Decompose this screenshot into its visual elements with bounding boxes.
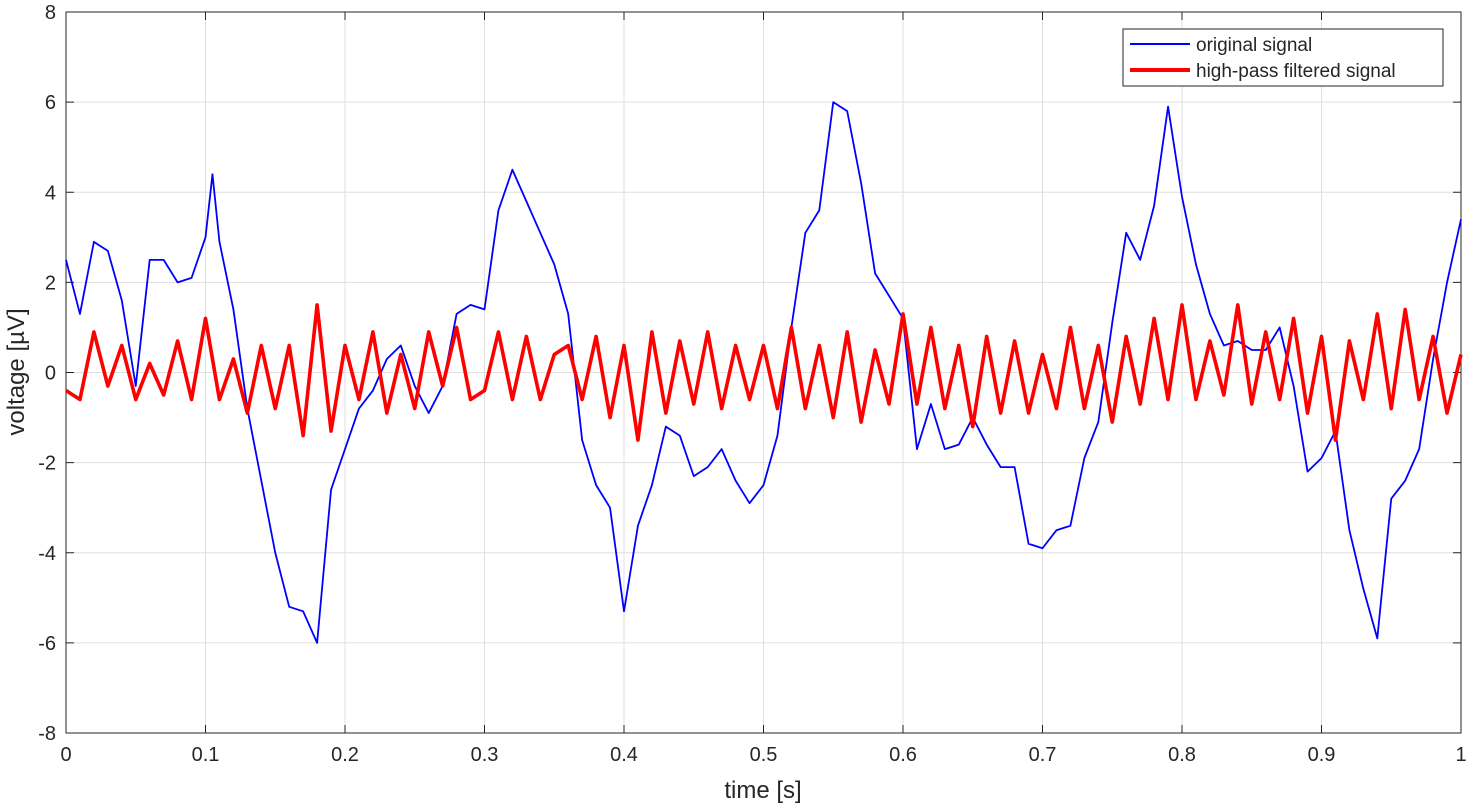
- x-tick-label: 0.1: [192, 744, 220, 766]
- x-tick-label: 0.5: [750, 744, 778, 766]
- x-tick-label: 0.6: [889, 744, 917, 766]
- x-tick-label: 0.2: [331, 744, 359, 766]
- legend-box: [1122, 28, 1444, 87]
- y-tick-label: -8: [38, 723, 56, 745]
- axis-ticks: 0 0.1 0.2 0.3 0.4 0.5 0.6 0.7 0.8 0.9 1 -8 -6 -4 -2 0 2 4…: [38, 2, 1466, 766]
- y-tick-label: 2: [45, 272, 56, 294]
- series-lines: [65, 101, 1463, 644]
- y-tick-label: 4: [45, 182, 56, 204]
- y-tick-label: -4: [38, 543, 56, 565]
- x-axis-label: time [s]: [724, 777, 801, 804]
- legend-label-high-pass-filtered-signal: high-pass filtered signal: [1196, 61, 1396, 82]
- x-tick-label: 0.9: [1308, 744, 1336, 766]
- y-tick-label: -2: [38, 453, 56, 475]
- y-tick-label: -6: [38, 633, 56, 655]
- legend: original signal high-pass filtered signa…: [1122, 28, 1444, 87]
- y-axis-label: voltage [µV]: [3, 308, 30, 435]
- y-tick-label: 6: [45, 92, 56, 114]
- x-tick-label: 1: [1455, 744, 1466, 766]
- x-tick-label: 0.4: [610, 744, 638, 766]
- x-tick-label: 0.7: [1029, 744, 1057, 766]
- series-line-high-pass-filtered-signal: [65, 303, 1463, 442]
- y-tick-label: 8: [45, 2, 56, 24]
- series-line-original-signal: [65, 101, 1462, 644]
- x-tick-label: 0.8: [1168, 744, 1196, 766]
- x-tick-label: 0.3: [471, 744, 499, 766]
- legend-label-original-signal: original signal: [1196, 35, 1312, 56]
- x-tick-label: 0: [60, 744, 71, 766]
- y-tick-label: 0: [45, 363, 56, 385]
